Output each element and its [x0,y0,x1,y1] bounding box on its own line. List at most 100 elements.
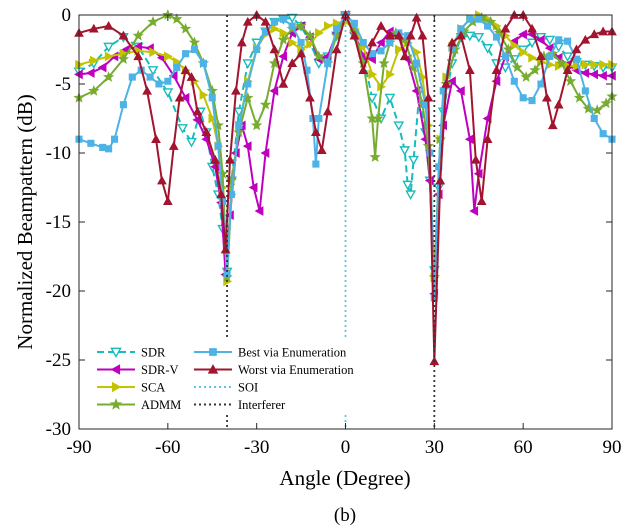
worst-via-enumeration-point [216,189,227,199]
series-best-via-enumeration [75,11,616,302]
best-via-enumeration-point [484,22,492,30]
sca-point [315,28,324,38]
legend-marker [110,347,122,359]
sca-point [149,47,159,58]
legend-marker [207,364,219,374]
sca-point [395,44,404,55]
series-layer [73,9,618,429]
legend-entry-sdr: SDR [97,346,166,360]
legend-entry-admm: ADMM [97,398,181,412]
sdr-point [562,52,573,63]
sca-point [164,51,173,62]
worst-via-enumeration-point [598,26,608,36]
worst-via-enumeration-point [278,78,289,88]
worst-via-enumeration-point [393,30,404,40]
best-via-enumeration-point [324,59,332,67]
y-tick-label: 0 [62,5,72,26]
best-via-enumeration-point [297,39,305,47]
admm-point [251,119,263,131]
best-via-enumeration-point [528,97,536,105]
sca-point [528,52,538,63]
sdr-point [286,13,298,24]
worst-via-enumeration-point [186,72,197,81]
sdr-v-point [97,62,107,73]
sdr-v-point [248,182,258,193]
best-via-enumeration-point [173,63,181,71]
best-via-enumeration-point [572,55,581,63]
worst-via-enumeration-point [260,16,271,26]
sdr-v-point [580,68,590,78]
best-via-enumeration-point [99,143,107,152]
sca-point [368,69,378,80]
best-via-enumeration-point [128,73,136,81]
legend: SDR SDR-V SCA ADMM Best via Enumeration Worst… [92,337,374,415]
best-via-enumeration-point [564,37,572,45]
best-via-enumeration-point [199,59,207,67]
best-via-enumeration-point [555,36,563,44]
y-tick-label: -30 [46,419,71,440]
best-via-enumeration-point [270,18,278,26]
sca-point [199,90,209,100]
admm-point [304,29,316,41]
sdr-point [103,42,115,53]
worst-via-enumeration-point [417,30,428,40]
sdr-v-point [260,148,270,158]
worst-via-enumeration-point [118,30,129,40]
best-via-enumeration-point [146,73,154,81]
admm-point [378,57,390,69]
sca-point [270,23,280,34]
worst-via-enumeration-point [385,30,395,40]
legend-label: SCA [141,381,165,395]
legend-marker [110,364,121,375]
worst-via-enumeration-point [157,175,167,185]
best-via-enumeration-point [182,50,190,58]
x-axis-label: Angle (Degree) [279,466,410,490]
best-via-enumeration-point [214,142,222,150]
worst-via-enumeration-point [88,23,99,33]
worst-via-enumeration-point [399,51,410,61]
best-via-enumeration-point [87,139,95,147]
sdr-v-point [535,34,545,45]
legend-label: ADMM [141,398,181,412]
sca-point [519,47,529,58]
sca-point [581,59,591,70]
best-via-enumeration-point [590,114,598,123]
worst-via-enumeration-point [476,196,487,206]
sdr-point [405,190,417,201]
best-via-enumeration-point [164,77,172,85]
legend-entry-worst-via-enumeration: Worst via Enumeration [194,363,354,377]
sdr-v-point [278,51,288,62]
legend-label: Interferer [238,398,286,412]
admm-point [372,112,384,124]
worst-via-enumeration-point [349,30,360,40]
admm-point [132,29,144,41]
best-via-enumeration-point [386,39,394,47]
admm-point [573,91,586,103]
worst-via-enumeration-point [133,51,144,61]
admm-point [277,33,289,45]
best-via-enumeration-point [599,130,607,138]
worst-via-enumeration-point [470,154,481,164]
worst-via-enumeration-point [482,134,493,143]
best-via-enumeration-point [475,15,483,23]
best-via-enumeration-point [581,87,589,95]
best-via-enumeration-point [350,19,358,27]
sdr-v-point [464,134,474,145]
figure-caption: (b) [334,505,356,526]
worst-via-enumeration-point [376,21,386,30]
admm-point [600,97,612,109]
y-tick-label: -25 [46,350,71,371]
worst-via-enumeration-point [305,92,315,102]
sdr-point [399,146,411,156]
best-via-enumeration-point [105,145,113,153]
legend-entry-interferer: Interferer [194,398,286,412]
worst-via-enumeration-point [580,34,591,44]
worst-via-enumeration-point [571,44,582,54]
worst-via-enumeration-point [151,134,161,143]
worst-via-enumeration-point [441,78,452,88]
worst-via-enumeration-point [405,30,416,40]
admm-point [369,151,381,162]
sdr-point [526,38,538,49]
best-via-enumeration-point [235,121,243,129]
sdr-point [366,93,378,104]
